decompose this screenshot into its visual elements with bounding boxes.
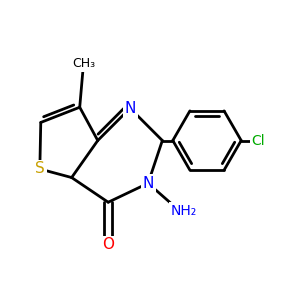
- Text: NH₂: NH₂: [171, 204, 197, 218]
- Text: N: N: [142, 176, 154, 191]
- Text: O: O: [102, 238, 114, 253]
- Text: N: N: [124, 101, 136, 116]
- Text: CH₃: CH₃: [72, 57, 95, 70]
- Text: Cl: Cl: [251, 134, 265, 148]
- Text: S: S: [35, 161, 45, 176]
